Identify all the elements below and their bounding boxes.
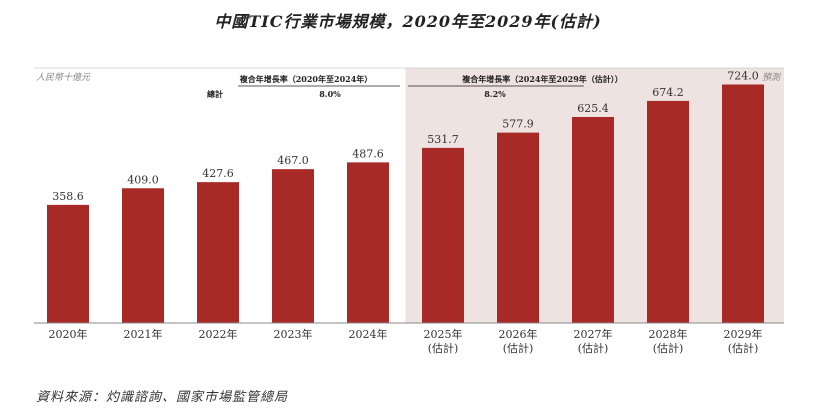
x-tick-label-9: 2029年(估計)	[724, 327, 763, 355]
bar-5	[422, 147, 464, 323]
forecast-label: 預測	[762, 72, 782, 83]
cagr-forecast-label: 複合年增長率（2024年至2029年（估計））	[461, 74, 623, 84]
value-label-5: 531.7	[427, 133, 459, 146]
bars: 358.6 2020年 409.0 2021年 427.6 2022年 467.0 2023年…	[47, 70, 764, 355]
x-tick-label-3: 2023年	[274, 327, 313, 341]
value-label-1: 409.0	[127, 173, 159, 186]
cagr-row-label: 總計	[207, 89, 223, 99]
bar-8	[647, 100, 689, 324]
x-tick-label-1: 2021年	[124, 327, 163, 341]
value-label-9: 724.0	[727, 70, 759, 83]
x-tick-label-4: 2024年	[349, 327, 388, 341]
bar-7	[572, 116, 614, 323]
cagr-forecast-value: 8.2%	[484, 89, 506, 99]
value-label-6: 577.9	[502, 118, 534, 131]
value-label-2: 427.6	[202, 167, 234, 180]
x-tick-label-6: 2026年(估計)	[499, 327, 538, 355]
x-tick-label-5: 2025年(估計)	[424, 327, 463, 355]
x-tick-label-8: 2028年(估計)	[649, 327, 688, 355]
source-note: 資料來源：灼識諮詢、國家市場監管總局	[36, 390, 289, 405]
chart-title: 中國TIC行業市場規模，2020年至2029年(估計)	[214, 12, 602, 31]
x-tick-label-2: 2022年	[199, 327, 238, 341]
bar-2	[197, 182, 239, 323]
bar-4	[347, 162, 389, 323]
value-label-4: 487.6	[352, 147, 384, 160]
value-label-8: 674.2	[652, 86, 684, 99]
bar-9	[722, 84, 764, 323]
cagr-historical-value: 8.0%	[319, 89, 341, 99]
bar-3	[272, 169, 314, 323]
x-tick-label-0: 2020年	[49, 327, 88, 341]
bar-1	[122, 188, 164, 323]
value-label-3: 467.0	[277, 154, 309, 167]
bar-0	[47, 204, 89, 323]
cagr-historical-label: 複合年增長率（2020年至2024年）	[239, 74, 373, 84]
value-label-7: 625.4	[577, 102, 609, 115]
unit-label: 人民幣十億元	[36, 72, 91, 83]
x-tick-label-7: 2027年(估計)	[574, 327, 613, 355]
value-label-0: 358.6	[52, 190, 84, 203]
bar-6	[497, 132, 539, 323]
